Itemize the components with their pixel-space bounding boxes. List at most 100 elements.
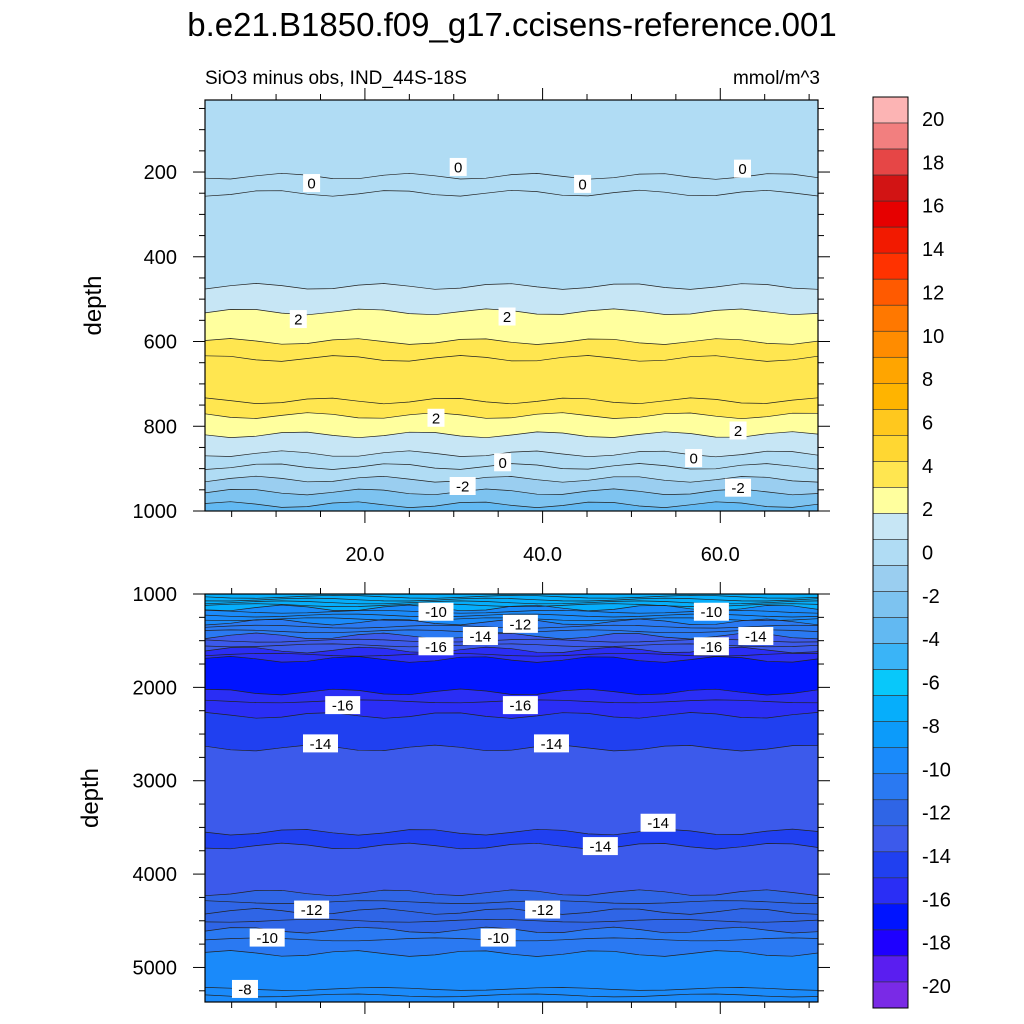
colorbar-box-34 (872, 981, 909, 1009)
upper-ytick-label-2: 600 (144, 332, 177, 354)
colorbar-box-20 (872, 617, 909, 644)
upper-contour-label-0: 0 (449, 157, 467, 176)
lower-frame (204, 593, 819, 1003)
lower-contour-label-7: -16 (325, 696, 361, 715)
colorbar-box-0 (872, 96, 909, 124)
upper-ytick-label-1: 400 (144, 247, 177, 269)
colorbar-label-10: 0 (922, 543, 933, 565)
upper-contour-line-13 (205, 501, 818, 508)
upper-contour-label-8: 0 (494, 453, 512, 472)
upper-xtick-label-0: 20.0 (345, 544, 384, 566)
upper-contour-line-11 (205, 475, 818, 483)
lower-ytick-label-4: 5000 (133, 957, 178, 979)
colorbar-label-6: 8 (922, 369, 933, 391)
lower-contour-line-17 (205, 688, 818, 696)
lower-ytick-label-0: 1000 (133, 584, 178, 606)
colorbar-label-2: 16 (922, 196, 944, 218)
svg-text:-2: -2 (456, 479, 469, 496)
colorbar-box-31 (872, 903, 909, 931)
svg-text:0: 0 (578, 176, 586, 193)
upper-ytick-label-4: 1000 (133, 501, 178, 523)
colorbar-label-14: -8 (922, 716, 940, 738)
lower-contour-line-21 (205, 828, 818, 836)
upper-band-0 (205, 100, 818, 180)
upper-contour-label-9: 0 (685, 449, 703, 468)
upper-band-6 (205, 355, 818, 404)
lower-ytick-label-2: 3000 (133, 771, 178, 793)
colorbar-label-4: 12 (922, 282, 944, 304)
lower-contour-line-22 (205, 842, 818, 850)
upper-band-14 (205, 501, 818, 511)
svg-text:-14: -14 (541, 736, 563, 753)
lower-band-5 (205, 656, 818, 695)
upper-contour-line-9 (205, 450, 818, 458)
colorbar-box-4 (872, 200, 909, 228)
svg-text:-8: -8 (238, 981, 251, 998)
colorbar-label-16: -12 (922, 803, 951, 825)
svg-text:2: 2 (503, 309, 511, 326)
lower-contour-label-2: -12 (502, 614, 538, 633)
lower-contour-line-0 (205, 594, 818, 599)
svg-text:-16: -16 (425, 639, 447, 656)
colorbar-box-14 (872, 461, 909, 488)
colorbar-box-22 (872, 669, 909, 696)
lower-contour-label-16: -10 (480, 928, 516, 947)
subtitle-left: SiO3 minus obs, IND_44S-18S (205, 68, 467, 89)
svg-text:-14: -14 (647, 815, 669, 832)
upper-contour-line-1 (205, 189, 818, 197)
colorbar-box-32 (872, 929, 909, 957)
lower-band-10 (205, 843, 818, 896)
upper-contour-label-1: 0 (733, 159, 751, 178)
upper-band-5 (205, 338, 818, 362)
upper-frame (204, 99, 819, 512)
colorbar-box-28 (872, 825, 909, 853)
upper-ytick-label-3: 800 (144, 416, 177, 438)
lower-contour-label-14: -12 (525, 900, 561, 919)
colorbar-label-18: -16 (922, 889, 951, 911)
svg-text:-10: -10 (256, 930, 278, 947)
lower-contour-label-11: -14 (640, 813, 676, 832)
lower-ytick-label-1: 2000 (133, 677, 178, 699)
colorbar-box-29 (872, 851, 909, 879)
lower-contour-line-11 (205, 632, 818, 640)
upper-xtick-label-2: 60.0 (701, 544, 740, 566)
svg-text:-14: -14 (745, 629, 767, 646)
lower-contour-line-16 (205, 656, 818, 663)
colorbar-box-10 (872, 356, 909, 384)
lower-band-3 (205, 633, 818, 653)
svg-text:-12: -12 (301, 902, 323, 919)
colorbar-label-9: 2 (922, 499, 933, 521)
svg-text:-16: -16 (332, 698, 354, 715)
colorbar-box-9 (872, 330, 909, 358)
colorbar-box-6 (872, 252, 909, 280)
lower-band-11 (205, 889, 818, 915)
upper-band-2 (205, 190, 818, 290)
svg-text:2: 2 (734, 423, 742, 440)
colorbar-box-2 (872, 148, 909, 176)
colorbar-box-15 (872, 487, 909, 514)
lower-panel: -10 -10 -12 -14 -14 -16 -16 -16 -16 -14 -14 -14 -14 -… (77, 582, 830, 1014)
colorbar-label-15: -10 (922, 759, 951, 781)
upper-contour-label-3: 0 (574, 174, 592, 193)
colorbar-box-12 (872, 409, 909, 436)
upper-contour-line-8 (205, 431, 818, 439)
lower-contour-label-4: -14 (738, 627, 774, 646)
colorbar-box-33 (872, 955, 909, 983)
upper-contour-line-7 (205, 412, 818, 420)
colorbar-box-11 (872, 383, 909, 410)
upper-contour-line-6 (205, 397, 818, 405)
upper-contour-label-10: -2 (449, 477, 476, 496)
svg-text:0: 0 (307, 176, 315, 193)
colorbar-box-24 (872, 721, 909, 749)
colorbar-label-1: 18 (922, 152, 944, 174)
svg-text:-14: -14 (310, 736, 332, 753)
colorbar-label-20: -20 (922, 976, 951, 998)
svg-text:-12: -12 (510, 616, 532, 633)
colorbar-box-27 (872, 799, 909, 827)
lower-contour-line-19 (205, 712, 818, 719)
lower-contour-label-5: -16 (418, 637, 454, 656)
upper-band-3 (205, 283, 818, 315)
lower-contour-label-8: -16 (502, 696, 538, 715)
colorbar-box-25 (872, 747, 909, 775)
upper-band-13 (205, 488, 818, 508)
